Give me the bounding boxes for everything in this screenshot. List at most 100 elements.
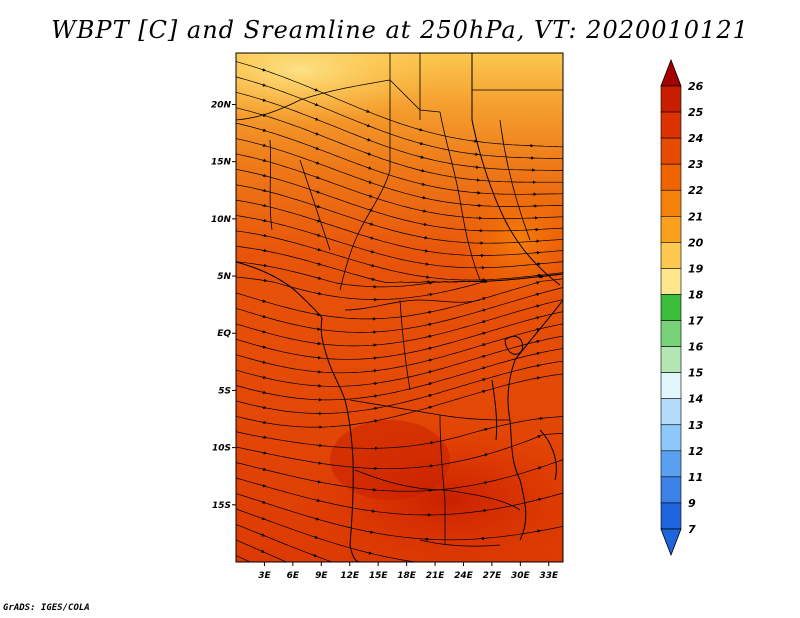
colorbar-label: 17 xyxy=(688,315,704,328)
colorbar-label: 16 xyxy=(688,341,704,354)
streamline-arrow xyxy=(534,327,541,332)
streamline xyxy=(236,459,563,492)
streamline-arrow xyxy=(534,304,541,308)
colorbar-box xyxy=(660,215,682,243)
streamline-arrow xyxy=(480,389,487,394)
streamline-arrow xyxy=(260,484,267,488)
streamline-arrow xyxy=(426,358,433,362)
streamline-arrow xyxy=(534,316,541,320)
streamline-arrow xyxy=(480,378,487,382)
streamline-arrow xyxy=(261,143,267,148)
streamline-arrow xyxy=(261,405,267,410)
streamline-arrow xyxy=(261,451,268,455)
streamline-arrow xyxy=(315,341,322,346)
streamline-arrow xyxy=(480,366,487,370)
streamline-arrow xyxy=(261,158,267,163)
streamline-arrow xyxy=(368,530,375,534)
streamline-arrow xyxy=(315,312,321,317)
streamline-arrow xyxy=(364,109,371,113)
lon-labels: 3E 6E 9E 12E 15E 18E 21E 24E 27E 30E 33E xyxy=(258,571,559,581)
streamline-arrow xyxy=(534,376,541,380)
streamline-arrow xyxy=(260,83,267,87)
streamline-arrow xyxy=(315,480,322,484)
streamline-arrow xyxy=(366,551,373,555)
colorbar-box xyxy=(660,372,682,400)
streamline-arrow xyxy=(260,500,267,504)
streamline-arrow xyxy=(426,334,433,339)
streamline xyxy=(236,215,563,269)
streamline xyxy=(236,76,563,160)
streamline-arrow xyxy=(418,155,425,159)
streamline-arrow xyxy=(314,161,320,165)
streamline-arrow xyxy=(261,390,267,395)
streamline-arrow xyxy=(480,331,487,336)
madagascar xyxy=(539,429,557,481)
streamline xyxy=(236,555,251,562)
streamline-arrow xyxy=(260,314,267,319)
streamline xyxy=(236,493,563,541)
streamline xyxy=(236,169,563,232)
streamline-arrow xyxy=(261,218,268,223)
streamline-arrow xyxy=(368,222,374,226)
colorbar-box xyxy=(660,502,682,530)
streamline-arrow xyxy=(314,190,321,194)
streamline-arrow xyxy=(426,310,433,315)
lat-label: 20N xyxy=(211,100,232,110)
streamline-arrow xyxy=(534,339,541,344)
lon-label: 9E xyxy=(315,571,328,581)
streamline-arrow xyxy=(260,375,267,380)
streamline-arrow xyxy=(369,509,376,513)
streamline-arrow xyxy=(482,427,489,432)
streamline-arrow xyxy=(316,461,323,465)
colorbar-labels: 26 25 24 23 22 21 20 19 18 17 16 15 14 13 12 11 9 7 xyxy=(688,80,704,536)
streamline-arrow xyxy=(423,262,430,266)
streamline-arrow xyxy=(366,180,373,184)
streamline-arrow xyxy=(473,165,480,169)
streamline-arrow xyxy=(427,281,433,285)
streamline-arrow xyxy=(315,204,321,208)
lat-label: 5N xyxy=(217,272,231,282)
lat-label: 15S xyxy=(212,501,231,511)
colorbar-box xyxy=(660,268,682,295)
streamline-arrow xyxy=(315,327,321,331)
streamline-arrow xyxy=(426,346,433,351)
lon-label: 30E xyxy=(511,571,531,581)
streamline-arrow xyxy=(260,360,267,364)
streamline-arrow xyxy=(371,369,378,373)
map-title: WBPT [C] and Sreamline at 250hPa, VT: 20… xyxy=(51,16,749,44)
streamline-arrow xyxy=(417,128,424,132)
streamline-arrow xyxy=(426,322,433,327)
lon-label: 15E xyxy=(369,571,389,581)
colorbar-label: 24 xyxy=(688,132,703,145)
streamline xyxy=(236,299,563,347)
streamline-arrow xyxy=(314,175,321,180)
streamline-arrow xyxy=(365,123,371,128)
lat-label: 5S xyxy=(218,386,231,396)
map-frame xyxy=(235,52,564,563)
streamline-arrow xyxy=(311,553,318,558)
streamline xyxy=(236,311,563,360)
streamline xyxy=(236,138,563,207)
streamline-arrow xyxy=(313,117,320,121)
map-plot-area xyxy=(236,53,563,562)
streamline-arrow xyxy=(369,250,375,254)
colorbar-boxes xyxy=(660,85,682,530)
colorbar-label: 13 xyxy=(688,419,704,432)
colorbar-label: 22 xyxy=(688,184,704,197)
wbpt-hot-core xyxy=(330,420,450,500)
streamline-arrow xyxy=(534,292,540,297)
colorbar-box xyxy=(660,189,682,217)
streamline-arrow xyxy=(534,364,541,368)
streamline xyxy=(236,433,563,470)
country-borders xyxy=(236,53,563,547)
streamline-arrow xyxy=(418,141,424,146)
streamline xyxy=(236,278,563,320)
lat-labels: 20N 15N 10N 5N EQ 5S 10S 15S xyxy=(211,100,232,510)
streamline-arrow xyxy=(426,405,433,410)
colorbar-box xyxy=(660,85,682,113)
streamline-arrow xyxy=(312,535,319,539)
streamline-arrow xyxy=(315,233,322,237)
streamline-arrow xyxy=(316,262,322,266)
streamline-arrow xyxy=(426,382,433,386)
lon-label: 18E xyxy=(397,571,417,581)
